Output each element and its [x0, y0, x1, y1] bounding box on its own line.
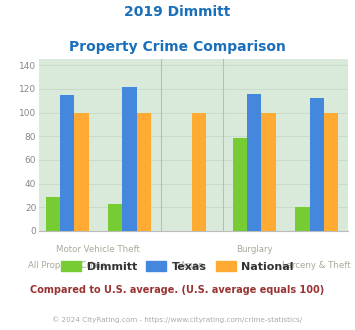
Legend: Dimmitt, Texas, National: Dimmitt, Texas, National	[58, 258, 297, 276]
Text: 2019 Dimmitt: 2019 Dimmitt	[124, 5, 231, 19]
Bar	[108, 204, 122, 231]
Bar	[310, 98, 324, 231]
Text: Compared to U.S. average. (U.S. average equals 100): Compared to U.S. average. (U.S. average …	[31, 285, 324, 295]
Bar	[262, 113, 276, 231]
Bar	[247, 94, 262, 231]
Text: © 2024 CityRating.com - https://www.cityrating.com/crime-statistics/: © 2024 CityRating.com - https://www.city…	[53, 317, 302, 323]
Bar	[324, 113, 338, 231]
Bar	[60, 95, 74, 231]
Text: Arson: Arson	[180, 261, 204, 270]
Bar	[137, 113, 151, 231]
Text: Property Crime Comparison: Property Crime Comparison	[69, 40, 286, 53]
Text: All Property Crime: All Property Crime	[28, 261, 106, 270]
Text: Motor Vehicle Theft: Motor Vehicle Theft	[56, 245, 140, 254]
Bar	[295, 207, 310, 231]
Bar	[233, 138, 247, 231]
Bar	[45, 197, 60, 231]
Text: Larceny & Theft: Larceny & Theft	[282, 261, 351, 270]
Bar	[122, 86, 137, 231]
Bar	[192, 113, 206, 231]
Text: Burglary: Burglary	[236, 245, 273, 254]
Bar	[74, 113, 89, 231]
